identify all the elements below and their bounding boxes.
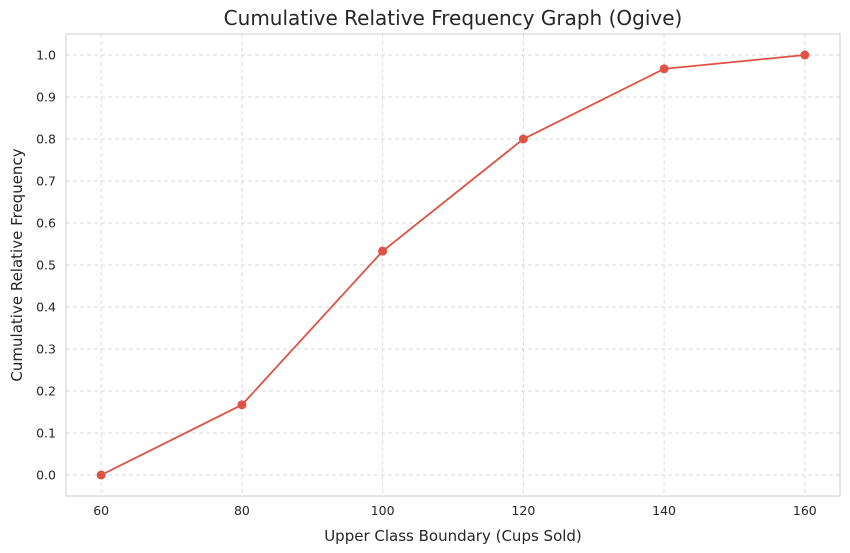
chart-title: Cumulative Relative Frequency Graph (Ogi… [224, 6, 683, 30]
y-tick-label: 0.8 [36, 132, 56, 147]
x-tick-label: 160 [793, 503, 817, 518]
x-axis-label: Upper Class Boundary (Cups Sold) [324, 527, 582, 545]
y-tick-label: 0.0 [36, 468, 56, 483]
y-axis-label: Cumulative Relative Frequency [8, 148, 26, 381]
y-tick-label: 0.1 [36, 426, 56, 441]
data-point [518, 134, 528, 144]
data-point [237, 400, 247, 410]
x-tick-label: 140 [652, 503, 676, 518]
grid [66, 34, 840, 496]
y-tick-label: 0.6 [36, 216, 56, 231]
y-tick-label: 1.0 [36, 48, 56, 63]
x-tick-label: 80 [234, 503, 250, 518]
data-point [659, 64, 669, 74]
data-point [800, 50, 810, 60]
y-tick-label: 0.2 [36, 384, 56, 399]
y-tick-label: 0.5 [36, 258, 56, 273]
x-tick-label: 100 [371, 503, 395, 518]
data-point [96, 470, 106, 480]
x-tick-label: 120 [511, 503, 535, 518]
series-line [100, 54, 805, 476]
data-point [378, 246, 388, 256]
y-tick-label: 0.7 [36, 174, 56, 189]
y-tick-label: 0.9 [36, 90, 56, 105]
x-tick-label: 60 [93, 503, 109, 518]
y-tick-label: 0.3 [36, 342, 56, 357]
x-tick-labels: 60 80 100 120 140 160 [93, 503, 817, 518]
series-layer [96, 50, 810, 480]
y-tick-labels: 0.0 0.1 0.2 0.3 0.4 0.5 0.6 0.7 0.8 0.9 1.0 [36, 48, 56, 483]
y-tick-label: 0.4 [36, 300, 56, 315]
plot-frame [65, 33, 841, 497]
